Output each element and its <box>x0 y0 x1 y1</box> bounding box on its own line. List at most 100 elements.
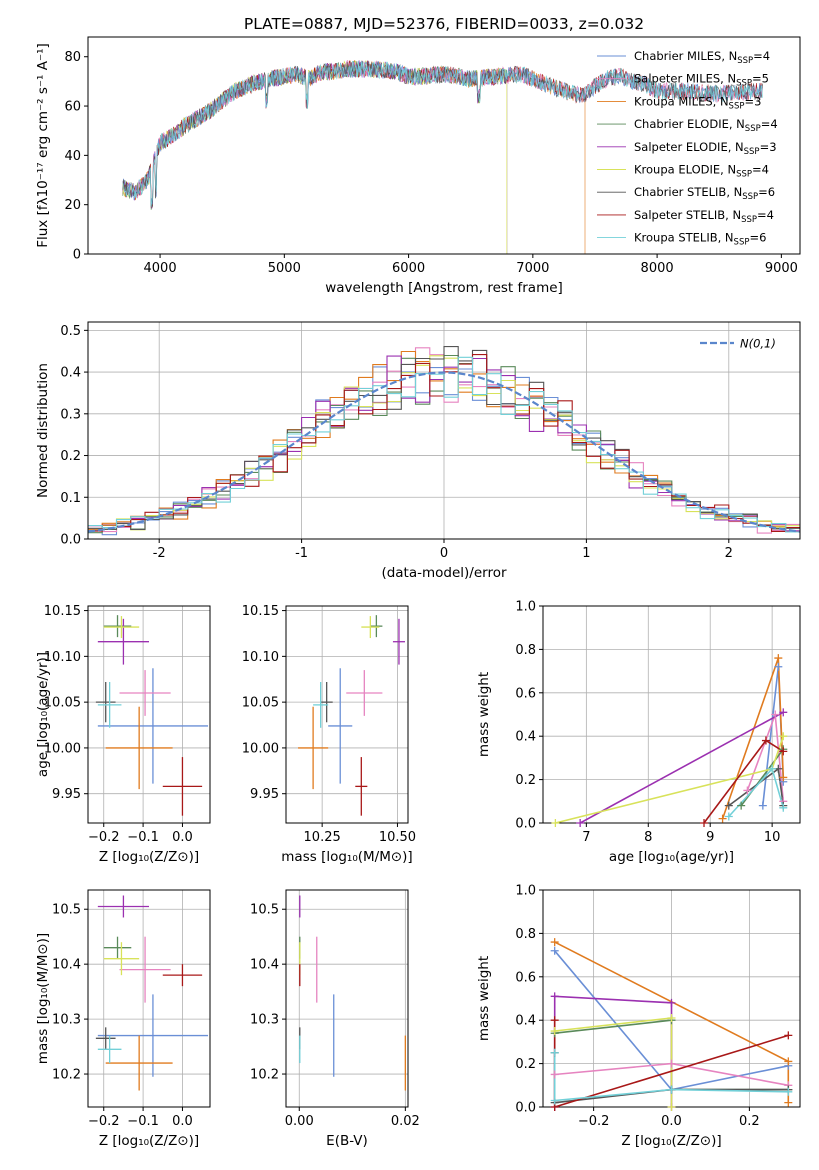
mass_vs_ebv-panel: 0.00 0.02 10.2 10.3 10.4 10.5 E(B-V) <box>250 889 420 1149</box>
weight_vs_age-marker-chabrier-miles <box>774 662 783 671</box>
age_vs_mass-plot-area <box>298 615 405 816</box>
residuals-ytick-label: 0.0 <box>60 533 81 548</box>
spectrum-xtick-label: 5000 <box>268 261 301 276</box>
weight_vs_Z-xtick-label: −0.2 <box>578 1114 610 1129</box>
weight_vs_Z-ytick-label: 0.0 <box>515 1101 536 1116</box>
weight_vs_Z-marker-kroupa-miles <box>784 1098 793 1107</box>
histogram-kroupa-stelib <box>88 356 800 533</box>
spectrum-title: PLATE=0887, MJD=52376, FIBERID=0033, z=0… <box>244 15 644 33</box>
age_vs_Z-ytick-label: 10.00 <box>44 741 81 756</box>
legend-entry: Chabrier MILES, NSSP=4 <box>634 49 770 66</box>
weight_vs_Z-line-salpeter-elodie <box>553 995 673 1107</box>
weight_vs_Z-marker-kroupa-miles <box>550 938 559 947</box>
weight_vs_age-ytick-label: 0.2 <box>515 773 536 788</box>
weight_vs_age-marker-chabrier-miles <box>758 801 767 810</box>
legend-entry: Kroupa STELIB, NSSP=6 <box>634 231 766 248</box>
weight_vs_Z-ytick-label: 1.0 <box>515 884 536 899</box>
residuals-xtick-label: 0 <box>440 546 448 561</box>
legend-entry: N(0,1) <box>740 337 776 351</box>
weight_vs_Z-marker-salpeter-miles <box>667 1059 676 1068</box>
weight_vs_age-marker-kroupa-elodie <box>779 732 788 741</box>
legend-entry: Salpeter ELODIE, NSSP=3 <box>634 140 777 157</box>
weight_vs_age-xlabel: age [log₁₀(age/yr)] <box>609 849 734 865</box>
residuals-ylabel: Normed distribution <box>35 363 51 498</box>
weight_vs_age-marker-salpeter-stelib <box>779 747 788 756</box>
residuals-xlabel: (data-model)/error <box>381 565 507 581</box>
weight_vs_age-marker-kroupa-stelib <box>724 812 733 821</box>
weight_vs_Z-panel: −0.2 0.0 0.2 0.0 0.2 0.4 0.6 0.8 1.0 Z [log₁₀(Z/Z… <box>476 884 801 1149</box>
spectrum-line-kroupa-miles <box>122 59 586 254</box>
spectrum-ylabel: Flux [fλ10⁻¹⁷ erg cm⁻² s⁻¹ A⁻¹] <box>35 43 51 248</box>
mass_vs_Z-xtick-label: −0.2 <box>88 1114 120 1129</box>
residuals-panel: -2 -1 0 1 2 0.0 0.1 0.2 0.3 0.4 0.5 (data-model)/er… <box>35 321 801 581</box>
mass_vs_ebv-ytick-label: 10.5 <box>250 903 279 918</box>
spectrum-line-chabrier-elodie <box>122 60 508 254</box>
residuals-xtick-label: 2 <box>725 546 733 561</box>
legend-entry: Salpeter MILES, NSSP=5 <box>634 72 769 89</box>
weight_vs_age-line-salpeter-elodie <box>579 711 784 823</box>
spectrum-legend: Chabrier MILES, NSSP=4 Salpeter MILES, NS… <box>597 49 778 248</box>
age_vs_Z-ytick-label: 10.10 <box>44 650 81 665</box>
weight_vs_age-line-chabrier-elodie <box>740 748 784 807</box>
weight_vs_Z-marker-chabrier-miles <box>550 946 559 955</box>
weight_vs_Z-marker-kroupa-stelib <box>667 1085 676 1094</box>
mass_vs_Z-plot-area <box>95 895 209 1091</box>
age_vs_Z-ytick-label: 9.95 <box>52 787 81 802</box>
mass_vs_Z-xtick-label: −0.1 <box>127 1114 159 1129</box>
weight_vs_age-line-kroupa-miles <box>721 657 785 819</box>
weight_vs_Z-marker-salpeter-stelib <box>550 1016 559 1025</box>
age_vs_Z-ylabel: age [log₁₀(age/yr)] <box>35 652 51 777</box>
mass_vs_Z-xtick-label: 0.0 <box>172 1114 193 1129</box>
age_vs_mass-xtick-label: 10.25 <box>304 830 341 845</box>
weight_vs_age-marker-salpeter-miles <box>743 786 752 795</box>
weight_vs_age-marker-salpeter-elodie <box>576 819 585 827</box>
spectrum-ytick-label: 60 <box>64 100 81 115</box>
weight_vs_age-marker-salpeter-miles <box>771 710 780 719</box>
mass_vs_Z-ylabel: mass [log₁₀(M/M⊙)] <box>35 933 51 1064</box>
spectrum-ytick-label: 40 <box>64 149 81 164</box>
mass_vs_ebv-ytick-label: 10.4 <box>250 958 279 973</box>
age_vs_Z-xlabel: Z [log₁₀(Z/Z⊙)] <box>99 849 199 865</box>
residuals-xtick-label: -2 <box>153 546 166 561</box>
weight_vs_age-marker-chabrier-stelib <box>724 801 733 810</box>
age_vs_Z-xtick-label: −0.2 <box>88 830 120 845</box>
legend-entry: Kroupa ELODIE, NSSP=4 <box>634 163 769 180</box>
spectrum-line-chabrier-miles <box>122 61 763 206</box>
weight_vs_Z-marker-kroupa-stelib <box>550 1048 559 1057</box>
spectrum-ytick-label: 0 <box>73 248 81 263</box>
spectrum-line-salpeter-elodie <box>122 60 508 254</box>
weight_vs_age-marker-kroupa-elodie <box>551 819 560 827</box>
weight_vs_age-xtick-label: 8 <box>644 830 652 845</box>
residuals-xtick-label: -1 <box>295 546 308 561</box>
weight_vs_age-panel: 7 8 9 10 0.0 0.2 0.4 0.6 0.8 1.0 age [log₁₀(age/yr… <box>476 600 801 865</box>
weight_vs_Z-marker-kroupa-elodie <box>667 1014 676 1023</box>
age_vs_mass-xlabel: mass [log₁₀(M/M⊙)] <box>281 849 412 865</box>
age_vs_Z-ytick-label: 10.05 <box>44 696 81 711</box>
weight_vs_age-marker-salpeter-stelib <box>761 736 770 745</box>
weight_vs_age-marker-kroupa-miles <box>718 814 727 823</box>
weight_vs_age-xtick-label: 9 <box>706 830 714 845</box>
mass_vs_Z-ytick-label: 10.2 <box>52 1068 81 1083</box>
mass_vs_ebv-ytick-label: 10.2 <box>250 1068 279 1083</box>
age_vs_Z-panel: −0.2 −0.1 0.0 9.95 10.00 10.05 10.10 10.15 Z [lo… <box>35 604 211 865</box>
spectrum-xtick-label: 4000 <box>144 261 177 276</box>
weight_vs_age-line-salpeter-stelib <box>703 739 784 823</box>
weight_vs_Z-marker-kroupa-elodie <box>550 1027 559 1036</box>
legend-entry: Chabrier STELIB, NSSP=6 <box>634 185 775 202</box>
spectrum-plot-area <box>122 59 763 254</box>
weight_vs_age-xtick-label: 7 <box>582 830 590 845</box>
age_vs_mass-frame <box>285 605 409 824</box>
mass_vs_ebv-frame <box>285 889 409 1108</box>
weight_vs_Z-marker-kroupa-stelib <box>784 1087 793 1096</box>
weight_vs_Z-marker-kroupa-miles <box>784 1057 793 1066</box>
weight_vs_age-marker-kroupa-stelib <box>768 764 777 773</box>
age_vs_mass-ytick-label: 10.05 <box>242 696 279 711</box>
weight_vs_Z-xtick-label: 0.2 <box>739 1114 760 1129</box>
weight_vs_age-marker-salpeter-stelib <box>700 819 709 827</box>
spectrum-xtick-label: 6000 <box>392 261 425 276</box>
weight_vs_Z-marker-salpeter-elodie <box>667 998 676 1007</box>
mass_vs_Z-ytick-label: 10.4 <box>52 958 81 973</box>
spectrum-line-kroupa-stelib <box>122 60 763 207</box>
age_vs_mass-ytick-label: 10.15 <box>242 604 279 619</box>
mass_vs_ebv-xtick-label: 0.02 <box>391 1114 420 1129</box>
